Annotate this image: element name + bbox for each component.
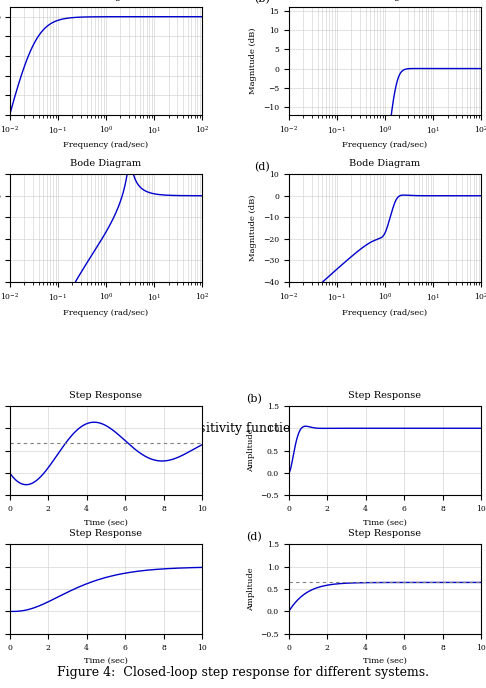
Y-axis label: Magnitude (dB): Magnitude (dB) (249, 28, 257, 94)
X-axis label: Frequency (rad/sec): Frequency (rad/sec) (342, 141, 428, 149)
Y-axis label: Amplitude: Amplitude (247, 568, 255, 611)
X-axis label: Time (sec): Time (sec) (363, 519, 407, 526)
Title: Step Response: Step Response (69, 391, 142, 400)
Title: Step Response: Step Response (348, 391, 421, 400)
Text: (d): (d) (246, 533, 262, 543)
Text: (b): (b) (246, 394, 262, 404)
X-axis label: Time (sec): Time (sec) (363, 657, 407, 665)
X-axis label: Frequency (rad/sec): Frequency (rad/sec) (63, 141, 149, 149)
Text: Figure 4:  Closed-loop step response for different systems.: Figure 4: Closed-loop step response for … (57, 666, 429, 679)
Text: Figure 3:  Plots of the sensitivity function $S$ for different systems.: Figure 3: Plots of the sensitivity funct… (35, 420, 451, 437)
Y-axis label: Magnitude (dB): Magnitude (dB) (249, 195, 257, 261)
Title: Step Response: Step Response (69, 529, 142, 538)
Title: Step Response: Step Response (348, 529, 421, 538)
X-axis label: Time (sec): Time (sec) (84, 657, 128, 665)
Y-axis label: Amplitude: Amplitude (247, 429, 255, 473)
X-axis label: Frequency (rad/sec): Frequency (rad/sec) (63, 309, 149, 316)
Title: Bode Diagram: Bode Diagram (70, 159, 141, 168)
Text: (d): (d) (254, 162, 270, 172)
X-axis label: Frequency (rad/sec): Frequency (rad/sec) (342, 309, 428, 316)
Text: (b): (b) (254, 0, 270, 5)
X-axis label: Time (sec): Time (sec) (84, 519, 128, 526)
Title: Bode Diagram: Bode Diagram (349, 159, 420, 168)
